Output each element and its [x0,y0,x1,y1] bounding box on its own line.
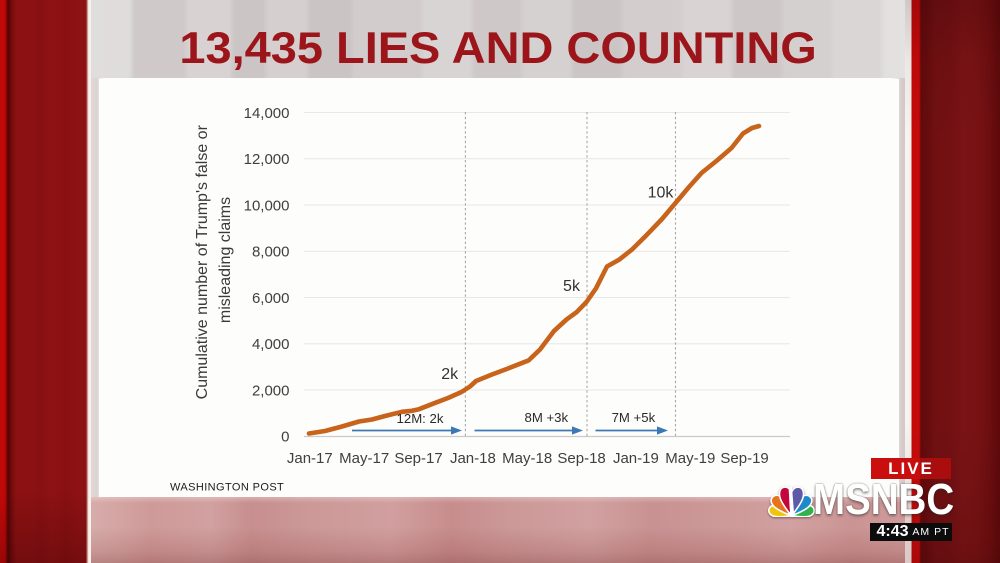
svg-text:2,000: 2,000 [252,382,290,399]
svg-text:Sep-19: Sep-19 [720,450,768,467]
svg-text:Sep-17: Sep-17 [394,450,442,467]
svg-text:5k: 5k [563,278,581,295]
svg-text:Sep-18: Sep-18 [557,450,605,467]
svg-text:4,000: 4,000 [252,336,290,353]
svg-text:7M +5k: 7M +5k [612,410,656,425]
svg-text:12,000: 12,000 [244,151,290,168]
svg-text:8M +3k: 8M +3k [524,410,568,425]
svg-text:Cumulative number of Trump's f: Cumulative number of Trump's false or mi… [194,121,234,400]
svg-text:2k: 2k [441,366,459,383]
svg-text:8,000: 8,000 [252,244,290,261]
svg-text:12M: 2k: 12M: 2k [397,411,444,426]
svg-text:May-17: May-17 [339,450,389,467]
svg-text:10,000: 10,000 [244,197,290,214]
svg-text:WASHINGTON POST: WASHINGTON POST [170,482,284,494]
svg-text:0: 0 [281,429,289,446]
svg-text:14,000: 14,000 [244,105,290,122]
svg-text:Jan-19: Jan-19 [613,450,659,467]
svg-text:Jan-18: Jan-18 [450,450,496,467]
svg-text:10k: 10k [648,184,675,201]
svg-text:6,000: 6,000 [252,290,290,307]
svg-text:Jan-17: Jan-17 [287,450,333,467]
svg-text:May-19: May-19 [665,450,715,467]
svg-text:May-18: May-18 [502,450,552,467]
